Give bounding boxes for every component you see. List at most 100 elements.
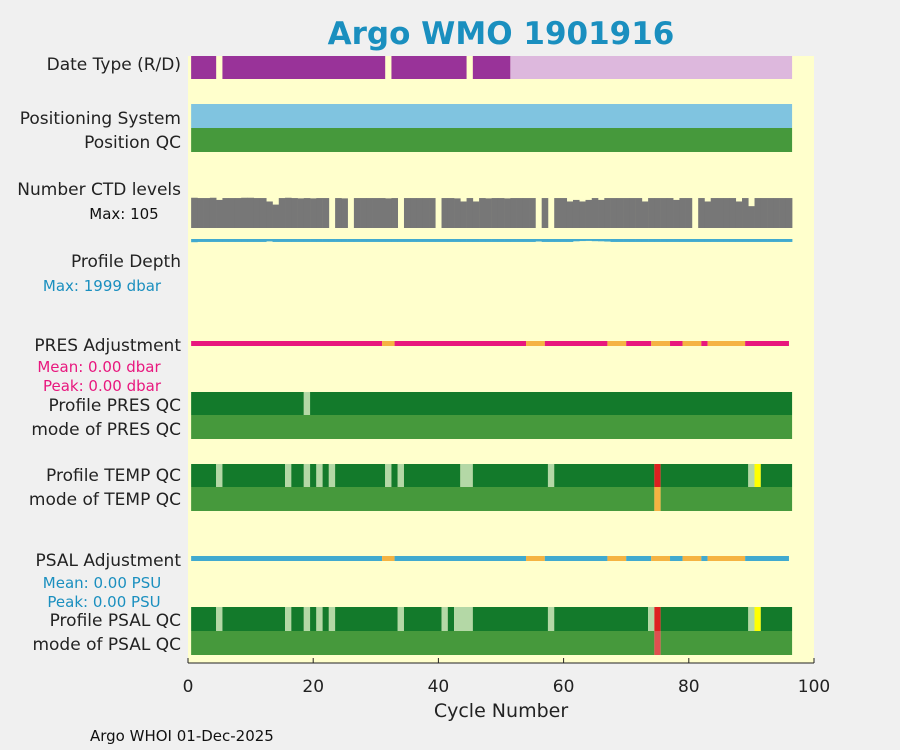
profile-psal-qc-segment	[654, 607, 661, 631]
profile-temp-qc-segment	[660, 464, 749, 487]
pres-adj-segment	[745, 341, 789, 346]
ctd-levels-bar	[585, 199, 593, 228]
ctd-levels-bar	[510, 198, 517, 228]
ctd-levels-bar	[216, 199, 223, 228]
profile-psal-qc-segment	[754, 607, 761, 631]
profile-temp-qc-segment	[216, 464, 223, 487]
ctd-levels-bar	[748, 206, 755, 228]
ctd-levels-bar	[604, 198, 611, 228]
profile-depth-bar	[598, 239, 605, 242]
profile-depth-bar	[297, 239, 305, 242]
ctd-levels-bar	[322, 198, 330, 228]
ctd-levels-bar	[685, 198, 693, 228]
ctd-levels-bar	[673, 199, 680, 228]
stat-depth-max: Max: 1999 dbar	[43, 277, 162, 295]
ctd-levels-bar	[767, 198, 774, 228]
x-tick-label: 80	[678, 677, 700, 697]
profile-psal-qc-segment	[472, 607, 548, 631]
stat-psal-peak: Peak: 0.00 PSU	[47, 593, 160, 611]
label-profile-temp-qc: Profile TEMP QC	[46, 466, 181, 486]
psal-adj-segment	[707, 556, 746, 561]
pres-adj-segment	[607, 341, 627, 346]
x-axis-title: Cycle Number	[434, 700, 568, 722]
ctd-levels-bar	[385, 198, 392, 228]
profile-depth-bar	[547, 239, 555, 242]
profile-depth-bar	[673, 239, 680, 242]
mode-pres-qc-segment	[191, 415, 793, 439]
profile-depth-bar	[654, 239, 661, 242]
profile-psal-qc-segment	[328, 607, 336, 631]
ctd-levels-bar	[779, 198, 787, 228]
profile-temp-qc-segment	[397, 464, 404, 487]
profile-depth-bar	[266, 239, 273, 242]
profile-temp-qc-segment	[385, 464, 392, 487]
profile-depth-bar	[335, 239, 342, 242]
profile-temp-qc-segment	[391, 464, 398, 487]
psal-adj-segment	[626, 556, 652, 561]
x-tick-label: 20	[302, 677, 324, 697]
profile-psal-qc-segment	[291, 607, 304, 631]
x-tick-label: 40	[428, 677, 450, 697]
profile-pres-qc-segment	[191, 392, 304, 415]
ctd-levels-bar	[429, 198, 436, 228]
profile-depth-bar	[679, 239, 686, 242]
profile-depth-bar	[516, 239, 524, 242]
profile-depth-bar	[685, 239, 693, 242]
ctd-levels-bar	[541, 198, 549, 228]
ctd-levels-bar	[310, 198, 317, 228]
ctd-levels-bar	[666, 198, 674, 228]
profile-depth-bar	[191, 239, 198, 243]
profile-depth-bar	[742, 239, 749, 242]
psal-adj-segment	[394, 556, 527, 561]
profile-depth-bar	[541, 239, 549, 242]
profile-depth-bar	[447, 239, 455, 242]
profile-depth-bar	[303, 239, 311, 242]
chart-title: Argo WMO 1901916	[328, 16, 675, 52]
profile-temp-qc-segment	[303, 464, 311, 487]
ctd-levels-bar	[441, 198, 449, 228]
profile-depth-bar	[641, 239, 649, 242]
ctd-levels-bar	[616, 198, 624, 228]
ctd-levels-bar	[735, 201, 743, 228]
profile-psal-qc-segment	[316, 607, 323, 631]
profile-depth-bar	[278, 239, 286, 242]
profile-depth-bar	[735, 239, 743, 242]
date-type-segment	[222, 56, 386, 79]
stat-psal-mean: Mean: 0.00 PSU	[43, 574, 161, 592]
psal-adj-segment	[544, 556, 608, 561]
label-profile-psal-qc: Profile PSAL QC	[50, 611, 181, 631]
ctd-levels-bar	[504, 198, 511, 228]
profile-temp-qc-segment	[554, 464, 655, 487]
profile-depth-bar	[466, 239, 474, 242]
profile-depth-bar	[522, 239, 530, 242]
profile-depth-bar	[441, 239, 449, 242]
ctd-levels-bar	[222, 198, 229, 228]
profile-psal-qc-segment	[748, 607, 755, 631]
mode-temp-qc-segment	[654, 487, 661, 511]
profile-temp-qc-segment	[403, 464, 461, 487]
label-profile-pres-qc: Profile PRES QC	[48, 396, 181, 416]
profile-depth-bar	[422, 239, 430, 242]
profile-temp-qc-segment	[328, 464, 336, 487]
profile-psal-qc-segment	[322, 607, 329, 631]
pres-adj-segment	[701, 341, 708, 346]
ctd-levels-bar	[497, 198, 505, 228]
ctd-levels-bar	[197, 198, 204, 228]
profile-depth-bar	[222, 239, 229, 242]
profile-temp-qc-segment	[285, 464, 292, 487]
ctd-levels-bar	[598, 199, 605, 228]
stat-pres-mean: Mean: 0.00 dbar	[37, 358, 161, 376]
profile-temp-qc-segment	[310, 464, 317, 487]
profile-depth-bar	[454, 239, 461, 242]
profile-depth-bar	[535, 239, 542, 242]
profile-temp-qc-segment	[335, 464, 386, 487]
profile-depth-bar	[472, 239, 480, 242]
ctd-levels-bar	[247, 197, 255, 228]
ctd-levels-bar	[629, 198, 636, 228]
pres-adj-segment	[651, 341, 671, 346]
plot-area	[188, 56, 814, 663]
profile-depth-bar	[554, 239, 561, 242]
ctd-levels-bar	[579, 201, 586, 228]
profile-depth-bar	[328, 239, 336, 242]
profile-depth-bar	[710, 239, 718, 242]
